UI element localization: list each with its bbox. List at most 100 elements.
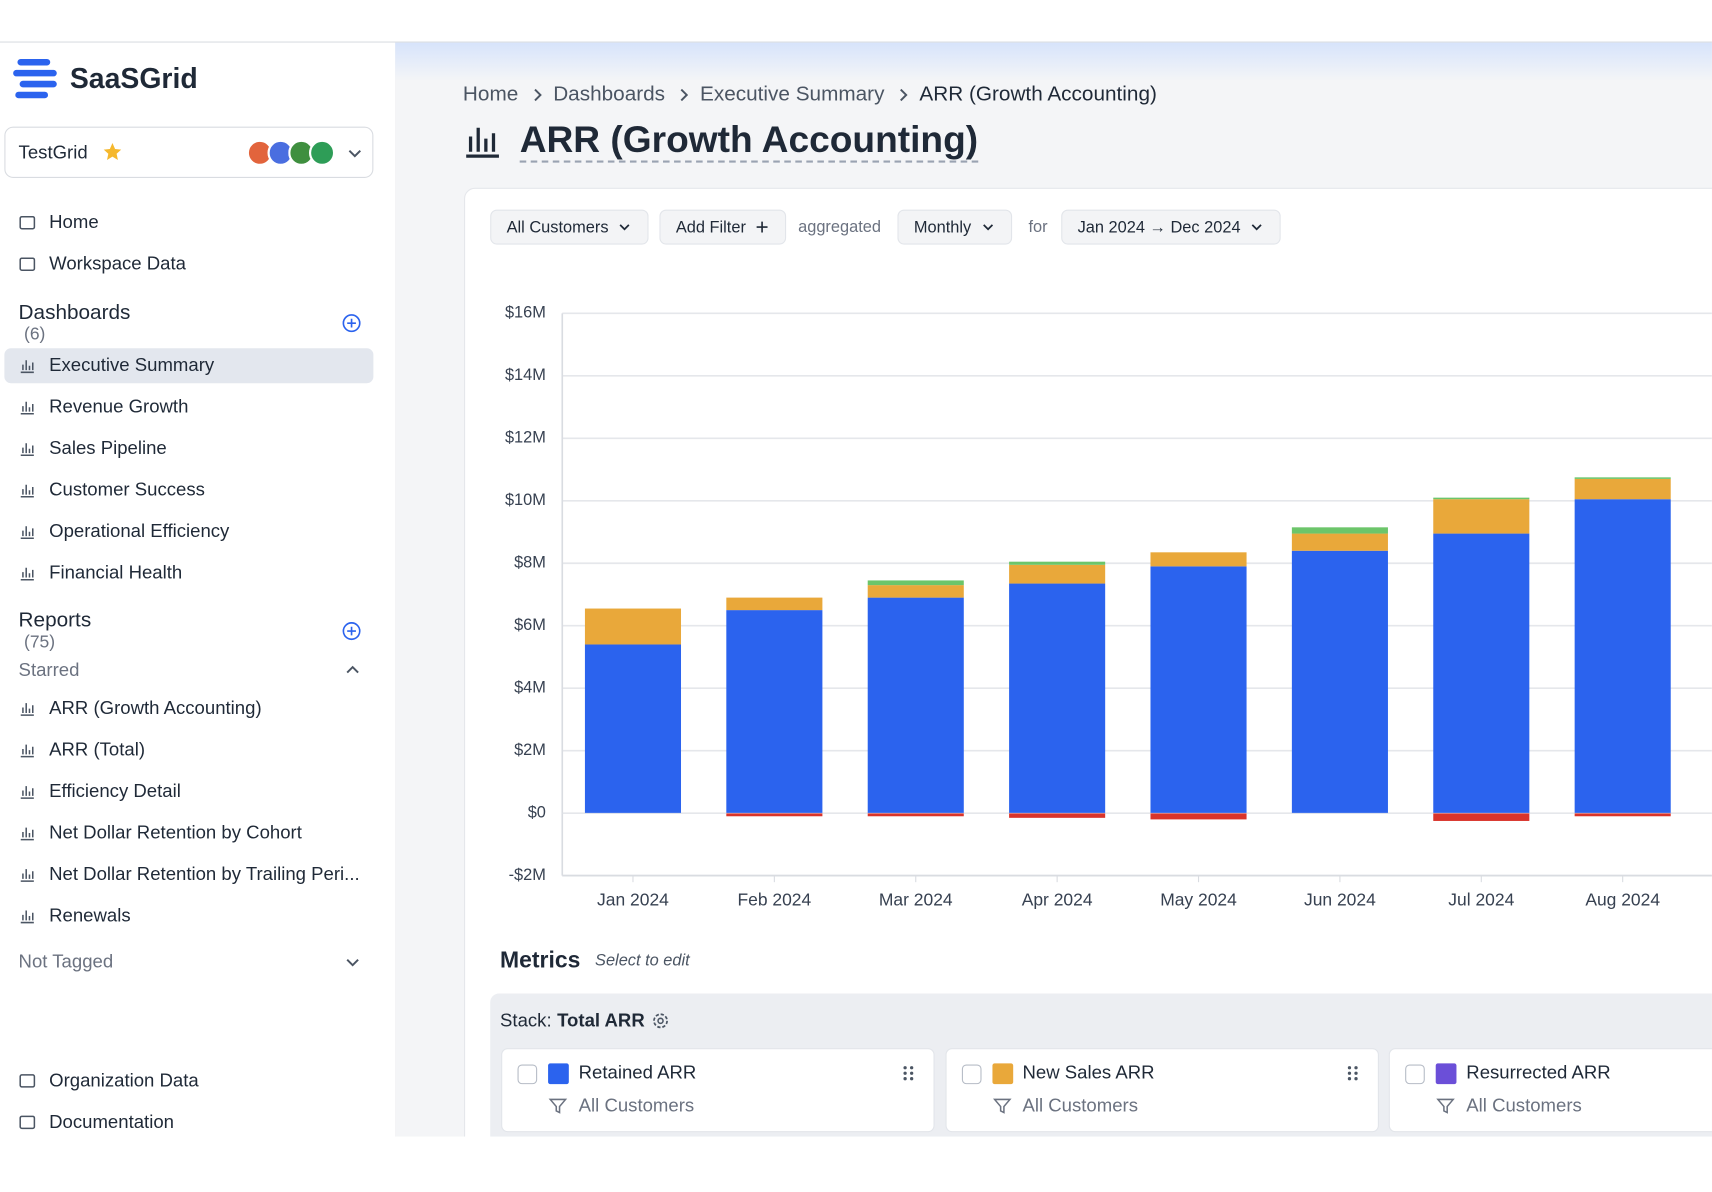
bar-segment (584, 644, 682, 814)
nav-item[interactable]: Home (49, 211, 99, 233)
icon-part (19, 80, 57, 88)
checkbox[interactable] (517, 1064, 538, 1085)
nav-item[interactable]: Organization Data (49, 1069, 199, 1091)
checkbox[interactable] (1405, 1064, 1425, 1085)
metric-filter: All Customers (1022, 1095, 1138, 1116)
x-tick-label: Aug 2024 (1585, 889, 1660, 909)
x-tick-label: Jun 2024 (1304, 889, 1376, 909)
breadcrumb-item[interactable]: Dashboards (553, 82, 666, 106)
chevron-icon (346, 958, 359, 967)
bottom-margin (0, 1136, 1712, 1192)
top-margin (0, 0, 1712, 43)
icon-part (903, 1066, 914, 1081)
bar-segment (867, 597, 964, 814)
group-toggle[interactable]: Not Tagged (18, 950, 114, 972)
icon-part (103, 143, 122, 160)
stack-label[interactable]: Stack: Total ARR (500, 1010, 670, 1032)
nav-item[interactable]: Net Dollar Retention by Trailing Peri... (49, 863, 360, 885)
filter-text: for (1028, 217, 1048, 237)
nav-item[interactable]: Customer Success (49, 479, 205, 501)
filter-button-icon (619, 224, 630, 231)
bar-segment (867, 813, 964, 817)
metric-card[interactable] (944, 1048, 1379, 1133)
metric-name: Retained ARR (578, 1062, 697, 1084)
breadcrumb-item[interactable]: Home (462, 82, 519, 106)
nav-item[interactable]: Workspace Data (49, 253, 186, 275)
bar-segment (1433, 813, 1530, 821)
y-tick-label: $16M (505, 304, 546, 322)
section-title: Dashboards (6) (19, 301, 131, 345)
nav-item[interactable]: Executive Summary (49, 354, 215, 376)
breadcrumb-item[interactable]: Executive Summary (699, 82, 885, 106)
section-title-text: Reports (18, 609, 92, 633)
filter-button-icon (756, 221, 768, 233)
bar-segment (867, 585, 964, 598)
metric-name: Resurrected ARR (1466, 1062, 1611, 1084)
nav-item[interactable]: Operational Efficiency (49, 520, 230, 542)
nav-item[interactable]: Sales Pipeline (49, 437, 167, 459)
metric-card[interactable] (1388, 1048, 1712, 1133)
icon-part (992, 1098, 1012, 1114)
nav-item[interactable]: Net Dollar Retention by Cohort (49, 822, 302, 843)
y-tick-label: $0 (528, 803, 546, 821)
icon-part (346, 958, 359, 967)
nav-item[interactable]: Revenue Growth (49, 396, 189, 418)
filter-button[interactable]: Add Filter (659, 209, 787, 245)
icon-part (20, 910, 34, 924)
item-icon (19, 257, 36, 271)
x-tick-label: May 2024 (1160, 889, 1237, 909)
filter-button-icon (982, 224, 993, 231)
filter-button-label: Add Filter (675, 217, 746, 237)
metric-card[interactable] (501, 1048, 935, 1133)
checkbox[interactable] (961, 1064, 981, 1085)
icon-part (1436, 1098, 1455, 1114)
nav-item[interactable]: Renewals (49, 905, 131, 926)
icon-part (533, 88, 542, 102)
brand: SaaSGrid (69, 61, 198, 95)
item-icon (20, 360, 34, 374)
icon-part (548, 1098, 568, 1114)
star-icon (103, 143, 122, 160)
icon-part (20, 827, 34, 841)
y-tick-label: $2M (514, 741, 546, 759)
item-icon (20, 484, 34, 498)
icon-part (1353, 1077, 1358, 1081)
bar-segment (1009, 561, 1106, 565)
group-toggle[interactable]: Starred (18, 659, 80, 681)
icon-part (680, 88, 689, 102)
section-title: Reports (75) (19, 609, 92, 653)
icon-part (20, 443, 34, 457)
nav-item[interactable]: Financial Health (49, 562, 183, 584)
bar-segment (726, 610, 823, 814)
nav-item[interactable]: Efficiency Detail (49, 780, 181, 802)
item-icon (20, 910, 34, 924)
icon-part (13, 69, 57, 77)
filter-button[interactable]: All Customers (490, 209, 649, 245)
y-tick-label: $6M (514, 616, 546, 634)
filter-button[interactable]: Jan 2024 → Dec 2024 (1061, 209, 1281, 245)
x-tick-label: Feb 2024 (737, 889, 811, 909)
icon-part (19, 215, 36, 230)
filter-button[interactable]: Monthly (897, 209, 1012, 245)
icon-part (347, 626, 356, 636)
nav-item[interactable]: ARR (Total) (49, 739, 146, 760)
icon-part (1347, 1066, 1358, 1081)
drag-handle (903, 1066, 914, 1081)
metric-color (991, 1063, 1013, 1085)
metric-filter: All Customers (578, 1095, 695, 1116)
bar-segment (1574, 499, 1671, 814)
item-icon (20, 869, 34, 882)
breadcrumb-separator (680, 88, 689, 102)
item-icon (20, 827, 34, 841)
workspace-select[interactable] (4, 126, 374, 178)
icon-part (903, 1077, 907, 1081)
x-tick-label: Jan 2024 (597, 889, 669, 909)
icon-part (1347, 1077, 1351, 1081)
item-icon (20, 401, 34, 415)
nav-item[interactable]: Documentation (49, 1111, 174, 1133)
metric-filter: All Customers (1466, 1095, 1582, 1116)
icon-part (1347, 1066, 1351, 1070)
nav-item[interactable]: ARR (Growth Accounting) (49, 697, 262, 719)
bar-segment (1433, 499, 1530, 534)
